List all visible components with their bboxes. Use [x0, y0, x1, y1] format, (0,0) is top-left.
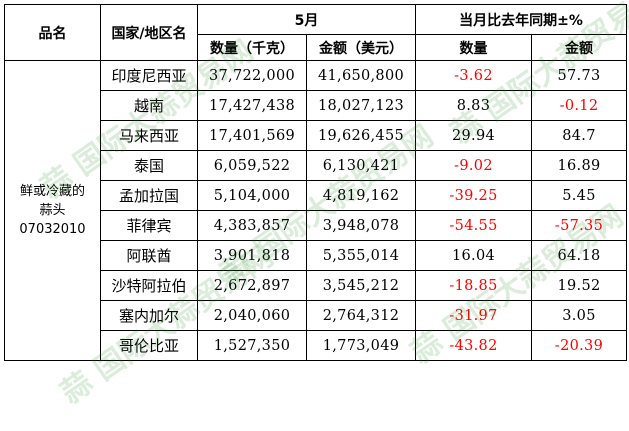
- country-cell: 哥伦比亚: [100, 330, 198, 361]
- header-amount: 金额（美元）: [306, 34, 416, 61]
- header-yoy: 当月比去年同期±%: [415, 4, 627, 35]
- product-code: 07032010: [19, 222, 86, 237]
- amount-cell: 18,027,123: [306, 90, 416, 121]
- yoy-qty-cell: -31.97: [415, 300, 532, 331]
- table-row: 阿联酋 3,901,818 5,355,014 16.04 64.18: [5, 240, 627, 271]
- product-name-line: 蒜头: [39, 203, 66, 218]
- country-cell: 菲律宾: [100, 210, 198, 241]
- product-cell: 鲜或冷藏的蒜头 07032010: [4, 60, 101, 361]
- yoy-qty-cell: 16.04: [415, 240, 532, 271]
- table-row: 塞内加尔 2,040,060 2,764,312 -31.97 3.05: [5, 300, 627, 331]
- table-row: 马来西亚 17,401,569 19,626,455 29.94 84.7: [5, 120, 627, 151]
- garlic-export-table: 品名 国家/地区名 5月 当月比去年同期±% 数量（千克） 金额（美元） 数量 …: [4, 4, 627, 361]
- header-yoy-qty: 数量: [415, 34, 532, 61]
- amount-cell: 5,355,014: [306, 240, 416, 271]
- table-row: 哥伦比亚 1,527,350 1,773,049 -43.82 -20.39: [5, 330, 627, 361]
- yoy-amount-cell: -20.39: [531, 330, 627, 361]
- yoy-amount-cell: -57.35: [531, 210, 627, 241]
- qty-cell: 37,722,000: [197, 60, 307, 91]
- country-cell: 沙特阿拉伯: [100, 270, 198, 301]
- yoy-amount-cell: 5.45: [531, 180, 627, 211]
- yoy-amount-cell: 19.52: [531, 270, 627, 301]
- country-cell: 塞内加尔: [100, 300, 198, 331]
- product-name-line: 鲜或冷藏的: [19, 184, 85, 199]
- qty-cell: 4,383,857: [197, 210, 307, 241]
- amount-cell: 2,764,312: [306, 300, 416, 331]
- qty-cell: 2,040,060: [197, 300, 307, 331]
- header-product: 品名: [4, 4, 101, 61]
- amount-cell: 6,130,421: [306, 150, 416, 181]
- yoy-amount-cell: 64.18: [531, 240, 627, 271]
- qty-cell: 2,672,897: [197, 270, 307, 301]
- table-row: 泰国 6,059,522 6,130,421 -9.02 16.89: [5, 150, 627, 181]
- header-row-1: 品名 国家/地区名 5月 当月比去年同期±%: [4, 4, 627, 61]
- amount-cell: 4,819,162: [306, 180, 416, 211]
- yoy-amount-cell: 84.7: [531, 120, 627, 151]
- country-cell: 马来西亚: [100, 120, 198, 151]
- country-cell: 阿联酋: [100, 240, 198, 271]
- qty-cell: 17,401,569: [197, 120, 307, 151]
- yoy-qty-cell: -54.55: [415, 210, 532, 241]
- yoy-qty-cell: -3.62: [415, 60, 532, 91]
- amount-cell: 41,650,800: [306, 60, 416, 91]
- header-qty: 数量（千克）: [197, 34, 307, 61]
- yoy-amount-cell: 16.89: [531, 150, 627, 181]
- country-cell: 印度尼西亚: [100, 60, 198, 91]
- yoy-qty-cell: -39.25: [415, 180, 532, 211]
- country-cell: 越南: [100, 90, 198, 121]
- yoy-amount-cell: -0.12: [531, 90, 627, 121]
- country-cell: 泰国: [100, 150, 198, 181]
- yoy-amount-cell: 57.73: [531, 60, 627, 91]
- header-month: 5月: [197, 4, 416, 35]
- table-row: 孟加拉国 5,104,000 4,819,162 -39.25 5.45: [5, 180, 627, 211]
- yoy-qty-cell: -9.02: [415, 150, 532, 181]
- yoy-qty-cell: 29.94: [415, 120, 532, 151]
- amount-cell: 1,773,049: [306, 330, 416, 361]
- amount-cell: 3,948,078: [306, 210, 416, 241]
- header-row-2: 数量（千克） 金额（美元） 数量 金额: [5, 34, 627, 61]
- header-region: 国家/地区名: [100, 4, 198, 61]
- qty-cell: 5,104,000: [197, 180, 307, 211]
- qty-cell: 1,527,350: [197, 330, 307, 361]
- yoy-qty-cell: -18.85: [415, 270, 532, 301]
- amount-cell: 3,545,212: [306, 270, 416, 301]
- yoy-qty-cell: 8.83: [415, 90, 532, 121]
- country-cell: 孟加拉国: [100, 180, 198, 211]
- table-row: 菲律宾 4,383,857 3,948,078 -54.55 -57.35: [5, 210, 627, 241]
- table-row: 越南 17,427,438 18,027,123 8.83 -0.12: [5, 90, 627, 121]
- yoy-amount-cell: 3.05: [531, 300, 627, 331]
- qty-cell: 3,901,818: [197, 240, 307, 271]
- table-row: 鲜或冷藏的蒜头 07032010 印度尼西亚 37,722,000 41,650,800…: [4, 60, 627, 361]
- amount-cell: 19,626,455: [306, 120, 416, 151]
- qty-cell: 6,059,522: [197, 150, 307, 181]
- header-yoy-amount: 金额: [531, 34, 627, 61]
- qty-cell: 17,427,438: [197, 90, 307, 121]
- yoy-qty-cell: -43.82: [415, 330, 532, 361]
